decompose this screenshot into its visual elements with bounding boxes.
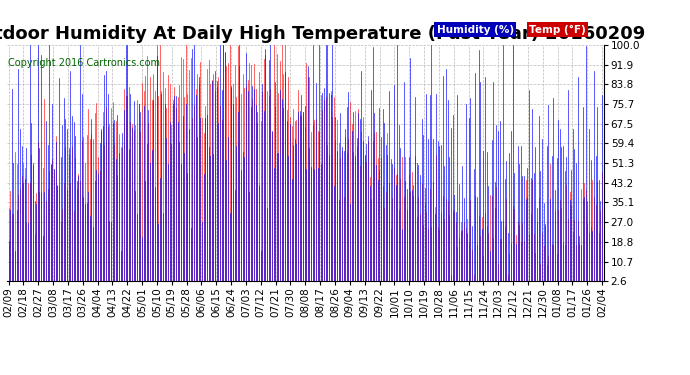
Text: Copyright 2016 Cartronics.com: Copyright 2016 Cartronics.com: [8, 58, 160, 68]
Title: Outdoor Humidity At Daily High Temperature (Past Year) 20160209: Outdoor Humidity At Daily High Temperatu…: [0, 26, 645, 44]
Text: Temp (°F): Temp (°F): [529, 25, 586, 34]
Text: Humidity (%): Humidity (%): [437, 25, 514, 34]
